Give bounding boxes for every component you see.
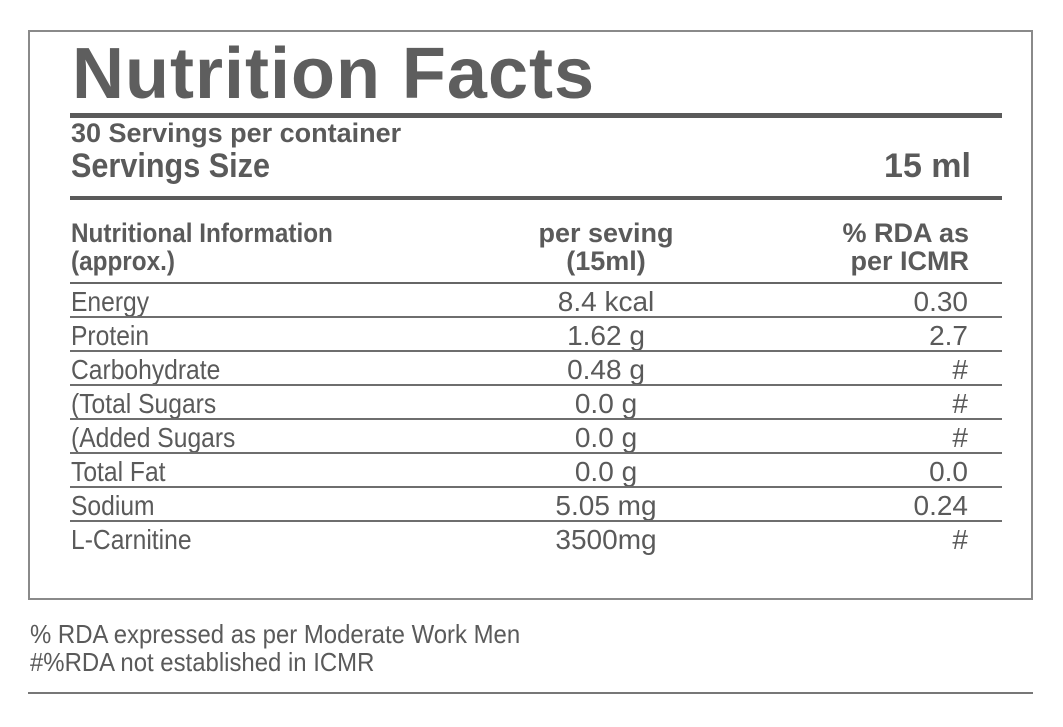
table-row: (Total Sugars 0.0 g #: [70, 386, 1002, 420]
nutrient-name: (Total Sugars: [71, 388, 217, 419]
nutrient-value: 5.05 mg: [555, 490, 657, 521]
row-divider: [70, 452, 1002, 454]
nutrient-name: Protein: [71, 320, 150, 351]
serving-divider: [70, 196, 1002, 200]
nutrient-rda: #: [952, 422, 968, 453]
nutrient-value: 0.0 g: [574, 388, 638, 419]
nutrient-name: Total Fat: [71, 456, 166, 487]
nutrient-name: Sodium: [71, 490, 155, 521]
nutrition-facts-panel: [28, 30, 1033, 600]
header-col2-line2: (15ml): [566, 246, 646, 276]
header-col2-line1: per seving: [538, 218, 674, 248]
nutrient-name: Carbohydrate: [71, 354, 221, 385]
serving-size-label: Servings Size: [71, 147, 270, 185]
header-divider: [70, 282, 1002, 284]
table-row: Total Fat 0.0 g 0.0: [70, 454, 1002, 488]
nutrient-rda: 0.24: [913, 490, 969, 521]
nutrient-rda: 2.7: [929, 320, 968, 351]
row-divider: [70, 350, 1002, 352]
table-row: (Added Sugars 0.0 g #: [70, 420, 1002, 454]
row-divider: [70, 418, 1002, 420]
nutrient-value: 0.0 g: [574, 422, 638, 453]
footnote-rda-basis: % RDA expressed as per Moderate Work Men: [30, 619, 521, 649]
footnote-rda-not-established: #%RDA not established in ICMR: [30, 647, 375, 677]
nutrient-name: Energy: [71, 286, 150, 317]
header-col3-line2: per ICMR: [850, 246, 969, 276]
nutrient-name: (Added Sugars: [71, 422, 236, 453]
table-row: L-Carnitine 3500mg #: [70, 522, 1002, 556]
nutrient-name: L-Carnitine: [71, 524, 192, 555]
header-per-serving: per seving (15ml): [506, 219, 706, 275]
label-title: Nutrition Facts: [72, 34, 596, 114]
header-nutritional-information: Nutritional Information (approx.): [71, 219, 333, 275]
row-divider: [70, 316, 1002, 318]
table-row: Protein 1.62 g 2.7: [70, 318, 1002, 352]
header-col1-line2: (approx.): [71, 246, 175, 276]
header-rda: % RDA as per ICMR: [842, 219, 969, 275]
table-row: Carbohydrate 0.48 g #: [70, 352, 1002, 386]
nutrient-value: 0.0 g: [574, 456, 638, 487]
header-col1-line1: Nutritional Information: [71, 218, 333, 248]
nutrient-rda: 0.30: [913, 286, 969, 317]
nutrient-rda: #: [952, 354, 968, 385]
table-row: Energy 8.4 kcal 0.30: [70, 284, 1002, 318]
header-col3-line1: % RDA as: [842, 218, 969, 248]
nutrient-rda: #: [952, 524, 968, 555]
nutrient-rda: #: [952, 388, 968, 419]
nutrient-value: 1.62 g: [567, 320, 645, 351]
nutrient-value: 8.4 kcal: [557, 286, 655, 317]
title-divider: [70, 113, 1002, 118]
row-divider: [70, 520, 1002, 522]
row-divider: [70, 486, 1002, 488]
servings-per-container: 30 Servings per container: [71, 118, 402, 148]
nutrient-value: 0.48 g: [567, 354, 645, 385]
nutrient-rda: 0.0: [929, 456, 968, 487]
nutrient-value: 3500mg: [555, 524, 657, 555]
row-divider: [70, 384, 1002, 386]
serving-size-value: 15 ml: [884, 147, 971, 185]
table-row: Sodium 5.05 mg 0.24: [70, 488, 1002, 522]
bottom-divider: [28, 692, 1033, 694]
